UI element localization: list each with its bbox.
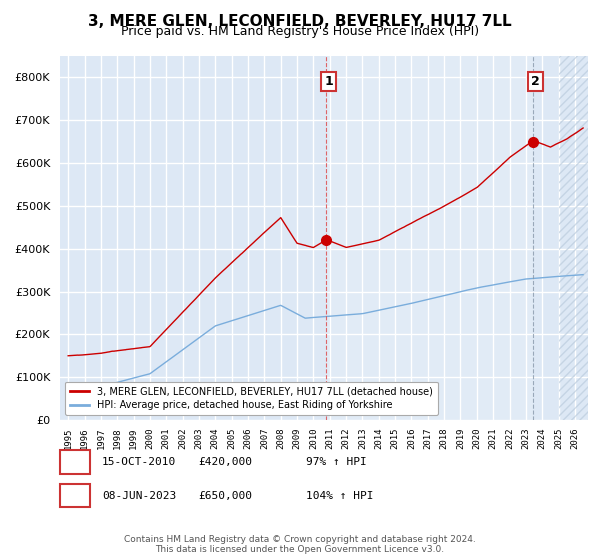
Text: 97% ↑ HPI: 97% ↑ HPI	[306, 457, 367, 467]
Bar	[559, 56, 600, 420]
Text: Contains HM Land Registry data © Crown copyright and database right 2024.
This d: Contains HM Land Registry data © Crown c…	[124, 535, 476, 554]
Text: 2: 2	[531, 75, 540, 88]
Text: 15-OCT-2010: 15-OCT-2010	[102, 457, 176, 467]
Legend: 3, MERE GLEN, LECONFIELD, BEVERLEY, HU17 7LL (detached house), HPI: Average pric: 3, MERE GLEN, LECONFIELD, BEVERLEY, HU17…	[65, 381, 437, 415]
Text: £420,000: £420,000	[198, 457, 252, 467]
Text: 2: 2	[71, 489, 79, 502]
Text: 1: 1	[71, 455, 79, 469]
Text: Price paid vs. HM Land Registry's House Price Index (HPI): Price paid vs. HM Land Registry's House …	[121, 25, 479, 38]
Bar	[326, 56, 533, 420]
Text: 1: 1	[325, 75, 333, 88]
Text: 08-JUN-2023: 08-JUN-2023	[102, 491, 176, 501]
Text: 104% ↑ HPI: 104% ↑ HPI	[306, 491, 373, 501]
Text: 3, MERE GLEN, LECONFIELD, BEVERLEY, HU17 7LL: 3, MERE GLEN, LECONFIELD, BEVERLEY, HU17…	[88, 14, 512, 29]
Bar	[559, 56, 600, 420]
Text: £650,000: £650,000	[198, 491, 252, 501]
